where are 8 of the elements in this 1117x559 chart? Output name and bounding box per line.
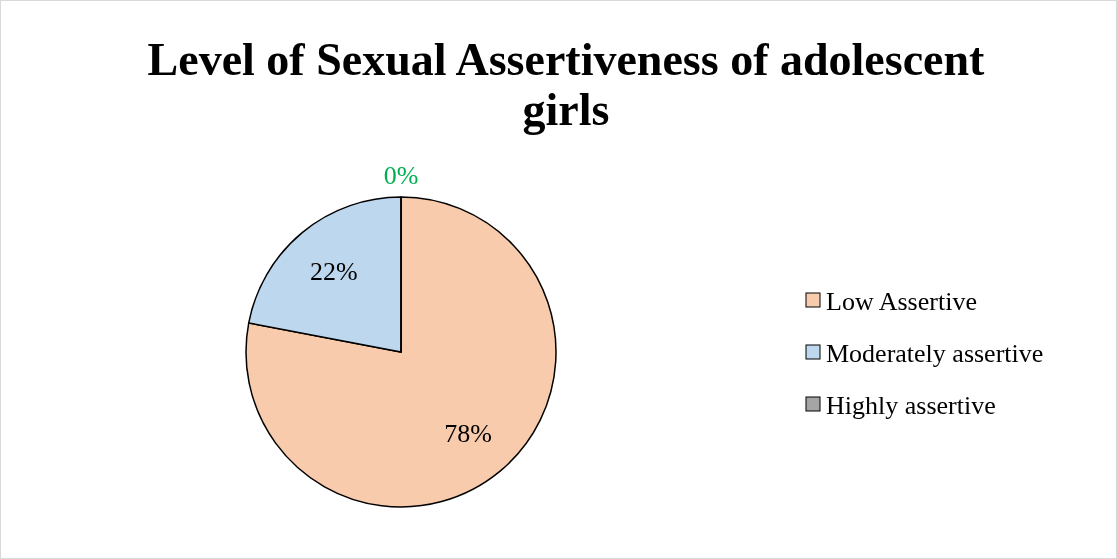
text: 0%: [383, 161, 419, 191]
pie-slice: [245, 196, 557, 508]
legend-label: Moderately assertive: [826, 339, 1044, 369]
data-label: 22%: [309, 256, 358, 286]
data-label: 78%: [444, 419, 493, 449]
chart-title: Level of Sexual Assertiveness of adolescent girls: [147, 34, 986, 135]
legend-label: Highly assertive: [826, 391, 996, 421]
legend-label: Low Assertive: [826, 287, 977, 317]
